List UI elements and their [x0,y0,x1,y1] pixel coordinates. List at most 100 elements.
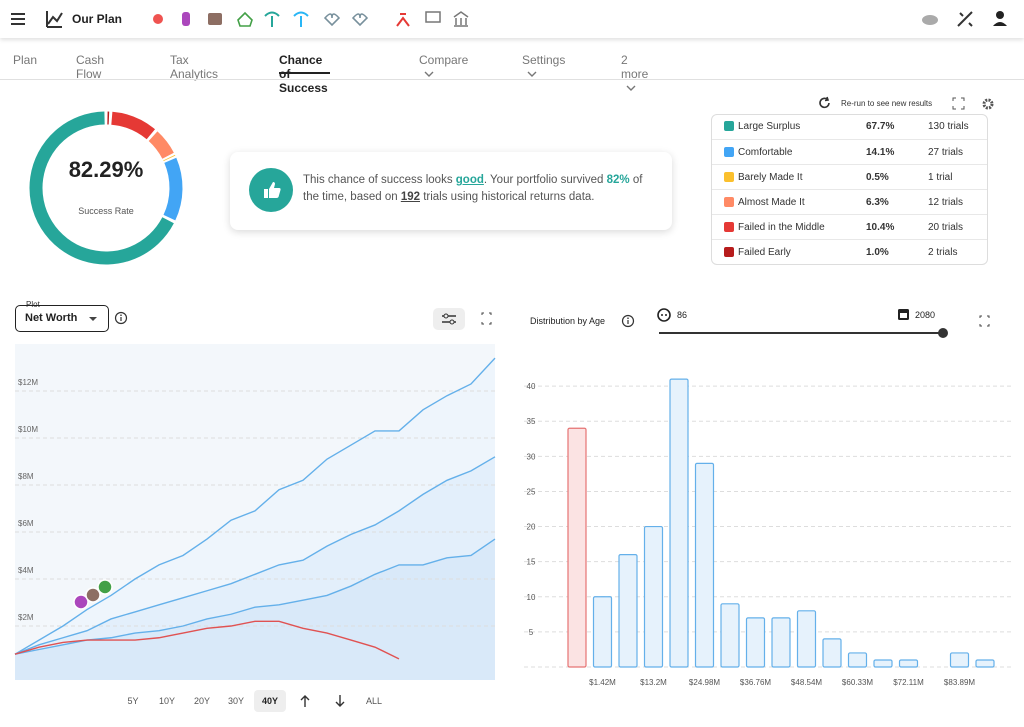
bar [771,617,791,668]
y-tick-label: $8M [18,472,34,481]
tab[interactable]: Settings [522,53,565,81]
swatch [724,197,734,207]
toolbar-icons [952,97,994,110]
area [15,358,495,680]
fullscreen-icon[interactable] [952,97,965,110]
range-button[interactable]: 10Y [158,696,175,706]
outcome-percent: 10.4% [866,222,895,233]
cloud-icon[interactable] [922,15,938,25]
fullscreen-icon[interactable] [481,312,492,325]
outcome-row: Failed in the Middle 10.4% 20 trials [712,214,987,239]
plot-background [15,344,495,680]
event-marker [97,579,113,595]
line [14,357,496,655]
message-text: . Your portfolio survived [483,174,607,186]
range-button[interactable]: 20Y [193,696,210,706]
rerun-button[interactable]: Re-run to see new results [841,99,933,108]
bar [847,652,868,668]
outcome-trials: 27 trials [928,147,964,158]
bar [643,525,664,668]
tab[interactable]: Compare [419,53,468,81]
message: This chance of success looks good. Your … [303,172,653,206]
app-title: Our Plan [72,12,123,26]
outcome-trials: 12 trials [928,197,964,208]
outcome-row: Barely Made It 0.5% 1 trial [712,164,987,189]
info-icon[interactable] [621,314,635,328]
tab-label: Settings [522,53,566,67]
slider-thumb[interactable] [938,328,948,338]
x-tick-label: $1.42M [589,678,616,687]
y-tick-label: 35 [527,417,536,426]
info-icon[interactable] [114,311,128,325]
tab-label: Compare [419,53,469,67]
outcome-name: Large Surplus [738,121,801,132]
settings-icon[interactable] [982,98,994,110]
logo [46,11,63,28]
message-text: of the time, based on [303,174,643,203]
bar [694,462,715,668]
tab-label: Tax Analytics [170,53,219,81]
bar [822,638,842,668]
chevron [424,71,434,77]
magic-icon[interactable] [957,11,973,27]
icon[interactable] [293,11,309,28]
y-tick-label: $4M [18,566,34,575]
down-button[interactable] [335,695,345,707]
icon[interactable] [453,11,469,27]
outcome-row: Almost Made It 6.3% 12 trials [712,189,987,214]
outcome-name: Comfortable [738,147,793,158]
icon[interactable] [425,11,441,23]
tab[interactable]: Tax Analytics [170,53,218,81]
gauge-segment [111,111,156,140]
icon[interactable] [396,13,410,27]
swatch [724,147,734,157]
y-tick-label: 10 [527,593,536,602]
y-tick-label: 25 [527,487,536,496]
plot-select[interactable]: Net Worth [15,305,109,332]
y-tick-label: $12M [18,378,38,387]
gauge-segment [148,131,174,159]
range-button[interactable]: 30Y [227,696,244,706]
icon[interactable] [237,11,253,27]
tab[interactable]: Plan [13,53,37,67]
tab[interactable]: Cash Flow [76,53,104,81]
tab-label: Chance of Success [279,53,328,95]
rerun-icon[interactable] [818,96,832,110]
icon[interactable] [351,13,369,27]
y-tick-label: 5 [529,628,534,637]
tab[interactable]: 2 more [621,53,648,95]
plot-selected: Net Worth [25,312,78,324]
icon[interactable] [323,13,341,27]
icon[interactable] [182,12,190,26]
x-tick-label: $24.98M [689,678,720,687]
tab-label: Plan [13,53,38,67]
outcome-table: Large Surplus 67.7% 130 trials Comfortable 1… [711,114,988,265]
bar [567,427,587,668]
filter-button[interactable] [433,308,465,330]
bar [975,659,995,668]
icon[interactable] [153,14,163,24]
y-tick-label: $6M [18,519,34,528]
range-button[interactable]: 5Y [127,696,139,706]
bar [796,610,817,668]
slider-track [659,332,944,334]
icon[interactable] [264,11,280,28]
x-tick-label: $83.89M [944,678,975,687]
outcome-name: Failed in the Middle [738,222,825,233]
tab[interactable]: Chance of Success [279,53,330,95]
up-button[interactable] [300,695,310,707]
outcome-percent: 14.1% [866,147,895,158]
outcome-percent: 0.5% [866,172,889,183]
x-tick-label: $13.2M [640,678,667,687]
area [15,456,495,680]
fullscreen-icon[interactable] [979,315,990,327]
icon[interactable] [208,13,222,25]
y-tick-label: 30 [527,452,536,461]
range-button[interactable]: 40Y [254,690,286,712]
tab-label: 2 more [621,53,649,81]
account-icon[interactable] [996,11,1004,19]
menu-button[interactable] [11,13,25,25]
bar [873,659,893,668]
range-button[interactable]: ALL [365,696,382,706]
